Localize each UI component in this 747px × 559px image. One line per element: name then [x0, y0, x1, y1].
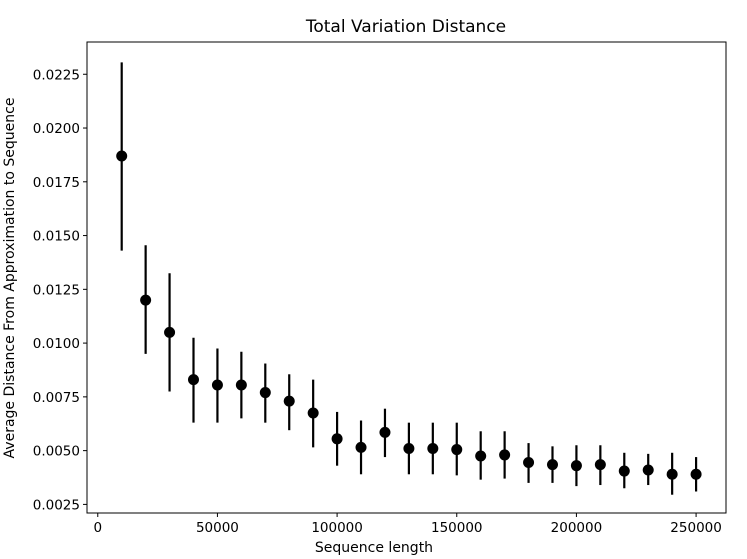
x-tick-label: 200000 [551, 520, 603, 536]
data-point [427, 442, 439, 454]
y-tick-label: 0.0175 [33, 175, 80, 191]
data-point [211, 379, 223, 391]
data-point [618, 465, 630, 477]
x-tick-label: 0 [93, 520, 102, 536]
data-point [355, 441, 367, 453]
x-axis-ticks: 0 50000 100000 150000 200000 250000 [93, 513, 722, 536]
y-tick-label: 0.0100 [33, 336, 80, 352]
y-tick-label: 0.0150 [33, 229, 80, 245]
x-tick-label: 100000 [311, 520, 363, 536]
y-axis-label: Average Distance From Approximation to S… [2, 98, 18, 459]
data-point [188, 374, 199, 386]
y-tick-label: 0.0075 [33, 390, 80, 406]
data-point [642, 464, 654, 476]
y-tick-label: 0.0200 [33, 121, 80, 137]
y-tick-label: 0.0025 [33, 497, 80, 513]
data-point [523, 456, 535, 468]
data-point [690, 468, 702, 480]
data-point [307, 407, 319, 419]
data-point [451, 444, 463, 456]
data-point [140, 294, 152, 306]
x-tick-label: 50000 [196, 520, 239, 536]
data-point [379, 426, 391, 438]
data-point [331, 433, 343, 445]
data-point [475, 450, 487, 462]
data-point [546, 459, 558, 471]
data-point [259, 387, 271, 399]
data-point [666, 468, 678, 480]
plot-frame [86, 41, 727, 514]
data-marks [116, 62, 702, 495]
data-point [570, 460, 582, 472]
y-tick-label: 0.0050 [33, 444, 80, 460]
data-point [235, 379, 247, 391]
data-point [499, 449, 511, 461]
y-tick-label: 0.0125 [33, 282, 80, 298]
y-axis-ticks: 0.0025 0.0050 0.0075 0.0100 0.0125 0.0150 0.01… [33, 67, 87, 513]
data-point [116, 150, 128, 162]
data-point [594, 459, 606, 471]
x-axis-label: Sequence length [315, 540, 433, 556]
chart-title: Total Variation Distance [305, 17, 506, 37]
data-point [164, 326, 176, 338]
y-tick-label: 0.0225 [33, 67, 80, 83]
x-tick-label: 250000 [670, 520, 722, 536]
data-point [283, 395, 295, 407]
data-point [403, 442, 415, 454]
x-tick-label: 150000 [431, 520, 483, 536]
